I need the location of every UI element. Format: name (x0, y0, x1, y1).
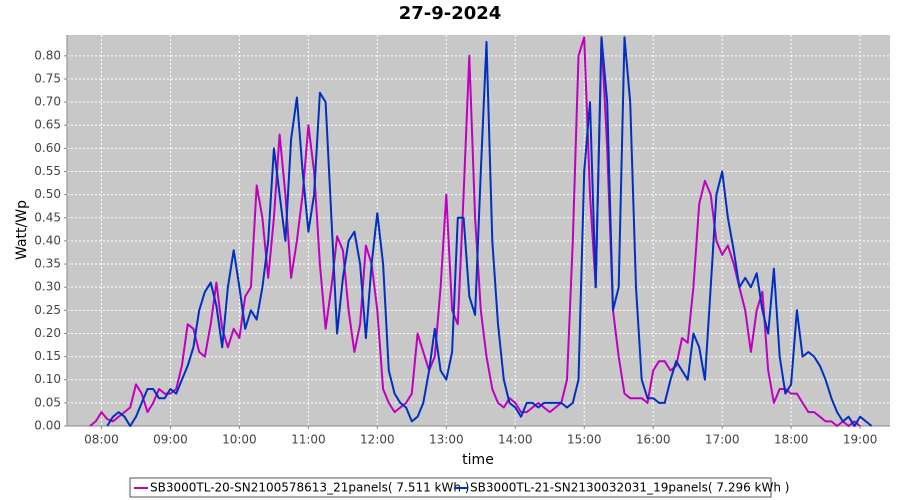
y-tick-label: 0.30 (34, 280, 61, 294)
y-tick-label: 0.10 (34, 372, 61, 386)
x-tick-label: 13:00 (429, 433, 464, 447)
x-tick-label: 18:00 (774, 433, 809, 447)
y-tick-label: 0.15 (34, 349, 61, 363)
legend-label: SB3000TL-20-SN2100578613_21panels( 7.511… (150, 481, 469, 495)
x-tick-label: 08:00 (84, 433, 119, 447)
x-tick-label: 12:00 (360, 433, 395, 447)
legend (129, 477, 772, 498)
x-tick-label: 15:00 (567, 433, 602, 447)
y-tick-label: 0.25 (34, 303, 61, 317)
x-tick-label: 14:00 (498, 433, 533, 447)
y-tick-label: 0.35 (34, 257, 61, 271)
series-line (106, 36, 873, 427)
legend-label: SB3000TL-21-SN2130032031_19panels( 7.296… (470, 481, 789, 495)
y-tick-label: 0.60 (34, 141, 61, 155)
series-line (89, 36, 861, 427)
y-tick-label: 0.70 (34, 95, 61, 109)
x-axis-label: time (462, 452, 494, 468)
y-axis-label: Watt/Wp (14, 200, 30, 260)
y-tick-label: 0.45 (34, 210, 61, 224)
x-tick-label: 09:00 (153, 433, 188, 447)
y-tick-label: 0.05 (34, 395, 61, 409)
y-tick-label: 0.80 (34, 48, 61, 62)
x-tick-label: 16:00 (636, 433, 671, 447)
x-tick-label: 17:00 (705, 433, 740, 447)
x-tick-label: 19:00 (843, 433, 878, 447)
x-tick-label: 11:00 (291, 433, 326, 447)
y-tick-label: 0.65 (34, 118, 61, 132)
y-tick-label: 0.75 (34, 71, 61, 85)
y-tick-label: 0.50 (34, 187, 61, 201)
y-tick-label: 0.00 (34, 419, 61, 433)
y-tick-label: 0.40 (34, 233, 61, 247)
x-tick-label: 10:00 (222, 433, 257, 447)
chart-title: 27-9-2024 (399, 3, 502, 24)
y-tick-label: 0.20 (34, 326, 61, 340)
y-tick-label: 0.55 (34, 164, 61, 178)
